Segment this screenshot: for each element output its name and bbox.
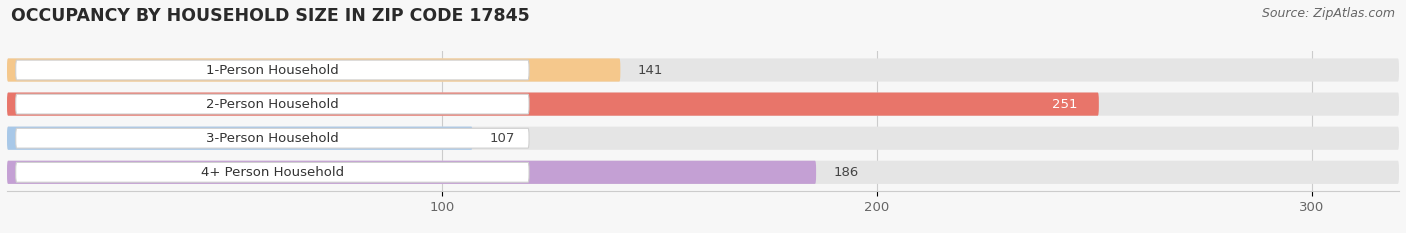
Text: OCCUPANCY BY HOUSEHOLD SIZE IN ZIP CODE 17845: OCCUPANCY BY HOUSEHOLD SIZE IN ZIP CODE … — [11, 7, 530, 25]
FancyBboxPatch shape — [7, 127, 1399, 150]
FancyBboxPatch shape — [15, 60, 529, 80]
FancyBboxPatch shape — [15, 94, 529, 114]
Text: 107: 107 — [489, 132, 515, 145]
FancyBboxPatch shape — [15, 162, 529, 182]
Text: 141: 141 — [638, 64, 664, 76]
FancyBboxPatch shape — [7, 58, 620, 82]
FancyBboxPatch shape — [7, 58, 1399, 82]
FancyBboxPatch shape — [7, 93, 1099, 116]
Text: 251: 251 — [1052, 98, 1077, 111]
Text: 4+ Person Household: 4+ Person Household — [201, 166, 344, 179]
FancyBboxPatch shape — [7, 161, 1399, 184]
Text: 1-Person Household: 1-Person Household — [207, 64, 339, 76]
FancyBboxPatch shape — [7, 161, 815, 184]
FancyBboxPatch shape — [7, 93, 1399, 116]
Text: Source: ZipAtlas.com: Source: ZipAtlas.com — [1261, 7, 1395, 20]
FancyBboxPatch shape — [7, 127, 472, 150]
Text: 2-Person Household: 2-Person Household — [207, 98, 339, 111]
FancyBboxPatch shape — [15, 128, 529, 148]
Text: 186: 186 — [834, 166, 859, 179]
Text: 3-Person Household: 3-Person Household — [207, 132, 339, 145]
